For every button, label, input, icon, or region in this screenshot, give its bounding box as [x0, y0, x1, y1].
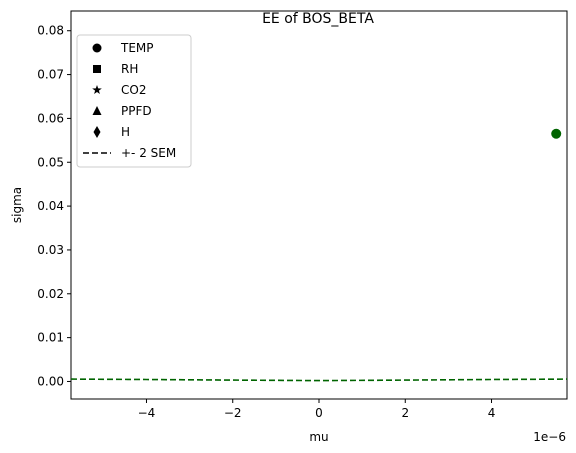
- legend-box: [76, 34, 192, 168]
- legend-item: TEMP: [92, 41, 154, 55]
- legend-label: +- 2 SEM: [121, 146, 176, 160]
- x-tick-label: 2: [401, 406, 409, 420]
- y-tick-label: 0.08: [37, 24, 64, 38]
- sem-dashed-line: [70, 378, 568, 382]
- legend-square-marker: [93, 65, 101, 73]
- y-tick-label: 0.03: [37, 243, 64, 257]
- legend-label: CO2: [121, 83, 146, 97]
- legend-item: CO2: [92, 83, 146, 97]
- x-tick-label: −2: [224, 406, 242, 420]
- legend-label: TEMP: [120, 41, 154, 55]
- y-axis-ticks: 0.00 0.01 0.02 0.03 0.04 0.05 0.06 0.07 0.08: [37, 24, 71, 388]
- x-tick-label: 0: [315, 406, 323, 420]
- legend-items: TEMP RH CO2 PPFD H +- 2 SEM: [83, 41, 176, 160]
- x-tick-label: 4: [488, 406, 496, 420]
- y-tick-label: 0.02: [37, 287, 64, 301]
- legend-item: +- 2 SEM: [83, 146, 176, 160]
- y-axis-label: sigma: [10, 187, 24, 223]
- legend: TEMP RH CO2 PPFD H +- 2 SEM: [76, 34, 192, 168]
- x-tick-label: −4: [138, 406, 156, 420]
- legend-label: H: [121, 125, 130, 139]
- legend-label: PPFD: [121, 104, 152, 118]
- data-point-temp: [551, 128, 562, 139]
- legend-label: RH: [121, 62, 138, 76]
- sem-layer: [70, 378, 568, 382]
- legend-circle-marker: [92, 43, 102, 53]
- y-tick-label: 0.07: [37, 68, 64, 82]
- chart-title: EE of BOS_BETA: [262, 11, 374, 27]
- legend-item: H: [93, 125, 130, 139]
- x-axis-label: mu: [309, 430, 328, 444]
- legend-star-marker: [92, 85, 102, 94]
- y-tick-label: 0.05: [37, 155, 64, 169]
- y-tick-label: 0.01: [37, 331, 64, 345]
- legend-triangle-marker: [92, 106, 102, 115]
- legend-item: RH: [93, 62, 138, 76]
- x-axis-ticks: −4 −2 0 2 4: [138, 399, 496, 420]
- y-tick-label: 0.06: [37, 111, 64, 125]
- x-axis-offset-label: 1e−6: [533, 430, 566, 444]
- legend-diamond-marker: [93, 126, 101, 138]
- points-layer: [551, 128, 562, 139]
- legend-item: PPFD: [92, 104, 152, 118]
- y-tick-label: 0.04: [37, 199, 64, 213]
- y-tick-label: 0.00: [37, 374, 64, 388]
